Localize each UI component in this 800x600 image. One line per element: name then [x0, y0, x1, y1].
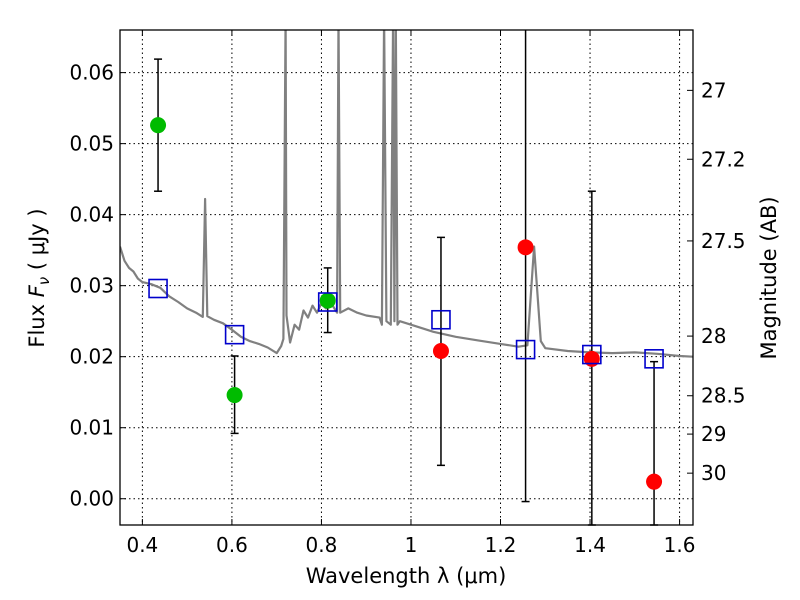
model-band-marker	[644, 349, 664, 369]
x-tick-label: 0.6	[216, 533, 248, 557]
detected-point	[226, 387, 243, 404]
data-markers	[148, 30, 664, 526]
y2-axis-label: Magnitude (AB)	[757, 196, 781, 359]
y-axis-label-subscript: ν	[35, 277, 53, 285]
low-snr-point	[583, 350, 600, 367]
y2-tick-label: 29	[701, 422, 726, 446]
low-snr-point	[517, 239, 534, 256]
y-axis-label-unit: ( μJy )	[25, 208, 49, 276]
y-axis-label-symbol: F	[25, 284, 49, 297]
y2-tick-label: 27.5	[701, 229, 746, 253]
y2-tick-label: 28	[701, 324, 726, 348]
y2-tick-label: 27	[701, 78, 726, 102]
x-tick-label: 1	[405, 533, 418, 557]
grid	[120, 30, 693, 525]
x-tick-label: 1.2	[485, 533, 517, 557]
model-band-marker	[582, 344, 602, 365]
detected-point	[150, 117, 167, 134]
x-axis-label: Wavelength λ (μm)	[306, 564, 507, 588]
detected-point	[319, 292, 336, 309]
y-tick-label: 0.06	[69, 61, 114, 85]
x-tick-label: 1.4	[574, 533, 606, 557]
y-tick-label: 0.01	[69, 416, 114, 440]
y-axis-label-prefix: Flux	[25, 297, 49, 347]
y2-tick-label: 28.5	[701, 384, 746, 408]
model-band-marker	[224, 324, 245, 345]
axis-ticks: 0.4 0.6 0.8 1 1.2 1.4 1.6 0.00 0.01 0.02 0.03 0.04 0…	[69, 30, 746, 557]
y-tick-label: 0.05	[69, 132, 114, 156]
model-band-marker	[148, 278, 168, 299]
x-tick-label: 1.6	[664, 533, 696, 557]
model-band-marker	[317, 292, 338, 312]
y-tick-label: 0.02	[69, 345, 114, 369]
low-snr-point	[646, 473, 663, 490]
model-band-marker	[431, 309, 451, 330]
y-tick-label: 0.04	[69, 203, 114, 227]
low-snr-point	[432, 343, 449, 360]
y-axis-label: Flux Fν ( μJy )	[25, 208, 53, 347]
y-tick-label: 0.03	[69, 274, 114, 298]
y-tick-label: 0.00	[69, 487, 114, 511]
y2-tick-label: 27.2	[701, 147, 746, 171]
y2-tick-label: 30	[701, 461, 726, 485]
model-band-marker	[515, 339, 536, 360]
x-tick-label: 0.4	[126, 533, 158, 557]
x-tick-label: 0.8	[306, 533, 338, 557]
plot-frame	[119, 29, 694, 526]
